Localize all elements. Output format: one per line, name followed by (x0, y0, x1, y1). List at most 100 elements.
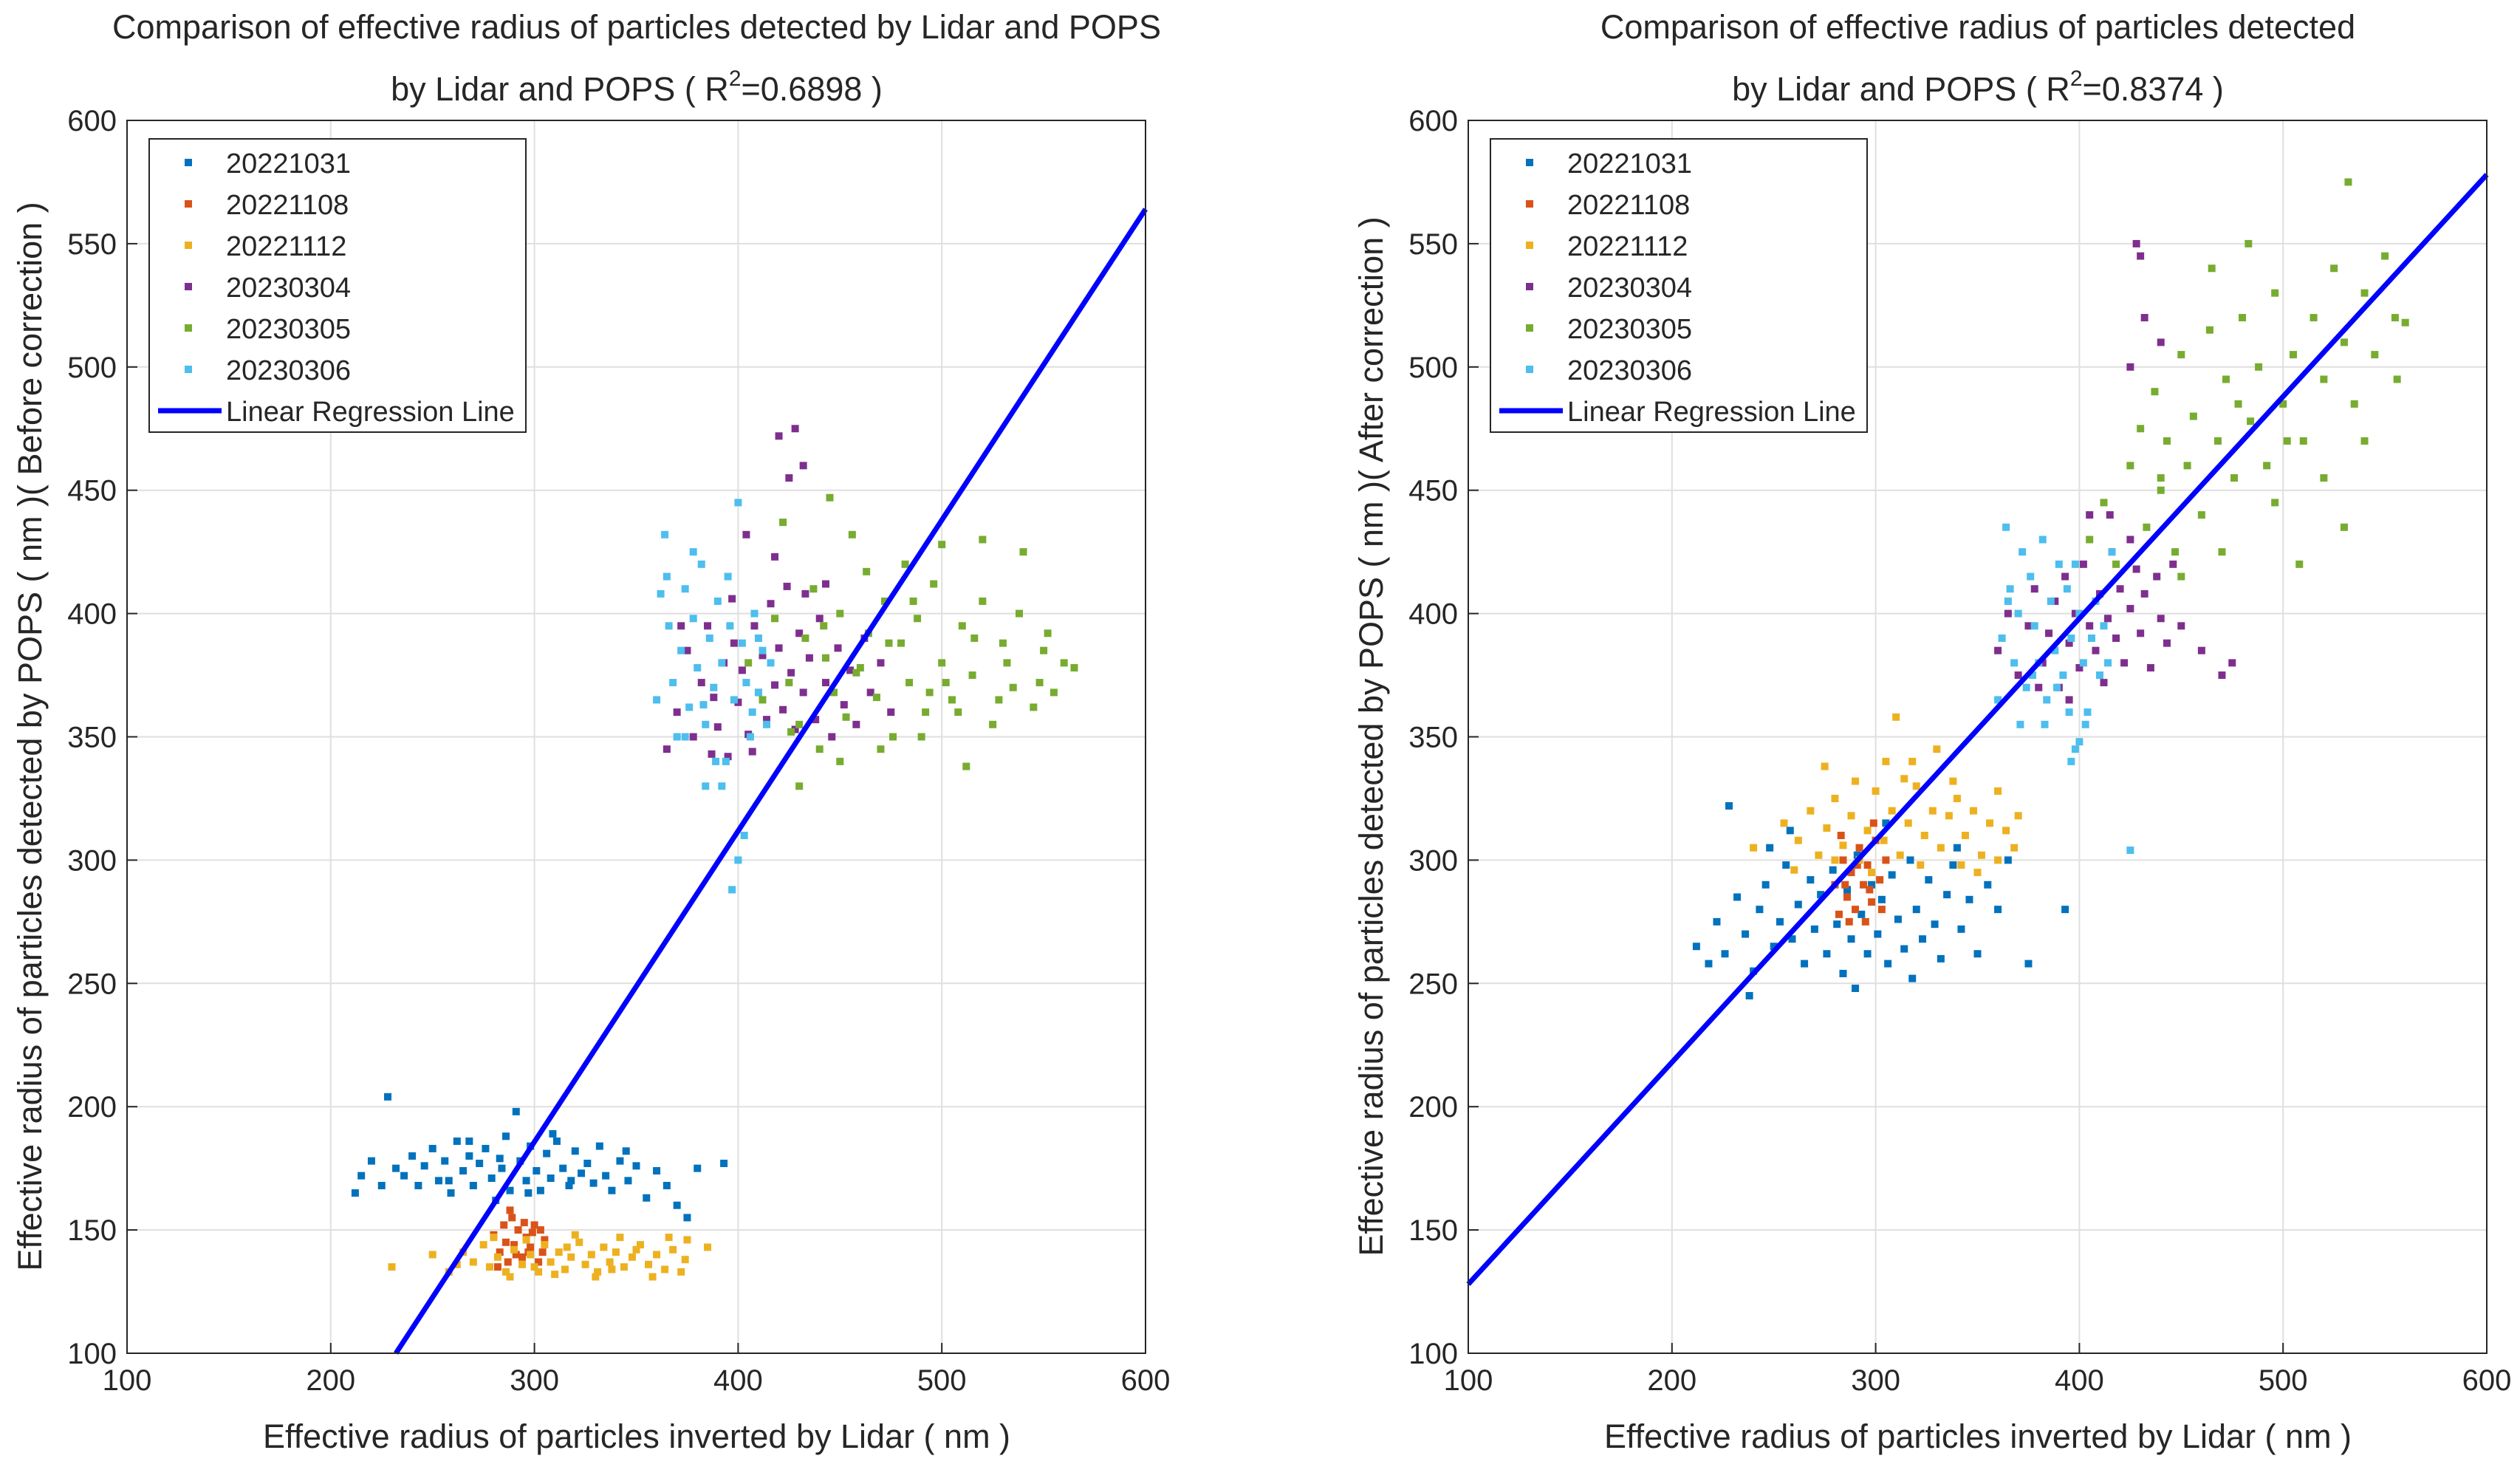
chart-right-point-20221112 (1917, 861, 1925, 869)
chart-left-point-20221112 (551, 1271, 559, 1279)
chart-left-point-20230305 (856, 664, 864, 672)
chart-left-point-20221112 (555, 1248, 563, 1256)
chart-left-point-20221112 (587, 1251, 595, 1259)
chart-right-regression (1466, 173, 2489, 1286)
chart-right-point-20230306 (2002, 523, 2010, 531)
chart-right-point-20221031 (1810, 925, 1818, 933)
chart-left-legend-entries: 20221031 20221108 20221112 20230304 20230305… (158, 148, 515, 428)
chart-right-point-20221108 (1861, 917, 1869, 926)
chart-left-point-20221112 (669, 1245, 677, 1254)
chart-right-point-20221108 (1852, 906, 1860, 914)
chart-left-point-20221031 (616, 1157, 624, 1165)
chart-left-legend-label: 20221031 (226, 148, 351, 179)
chart-left-point-20221031 (384, 1092, 392, 1101)
chart-left-point-20230304 (704, 622, 712, 630)
chart-right-point-20230304 (2079, 560, 2087, 568)
chart-left-point-20230305 (830, 688, 838, 697)
chart-left-point-20230305 (771, 615, 779, 623)
chart-right-point-20221031 (1847, 935, 1855, 943)
chart-left-point-20221112 (530, 1263, 538, 1271)
chart-left-point-20230305 (979, 536, 987, 544)
chart-right-point-20221108 (1837, 832, 1845, 840)
chart-left-point-20230304 (730, 639, 738, 647)
chart-right-point-20230305 (2310, 314, 2318, 322)
chart-right-point-20230306 (2075, 609, 2084, 618)
chart-right-point-20221112 (1790, 866, 1798, 874)
chart-left-point-20230305 (925, 688, 934, 697)
chart-left-point-20230305 (848, 530, 856, 538)
chart-left-point-20230306 (705, 634, 713, 642)
chart-left-point-20230306 (767, 659, 775, 667)
chart-left-point-20221108 (496, 1248, 504, 1256)
chart-left-point-20221112 (581, 1260, 589, 1268)
chart-left-point-20230305 (962, 762, 970, 770)
chart-right-point-20230306 (2075, 738, 2084, 746)
chart-right-point-20230306 (2055, 560, 2063, 568)
chart-right-point-20230306 (2081, 720, 2089, 728)
chart-left-legend-label: 20221112 (226, 231, 346, 262)
chart-left-point-20221031 (622, 1147, 630, 1155)
chart-left-point-20221031 (643, 1194, 651, 1202)
chart-right-point-20221108 (1860, 880, 1868, 889)
chart-right-point-20230305 (2340, 338, 2348, 346)
chart-right-point-20230305 (2271, 289, 2279, 297)
chart-right-point-20230305 (2177, 572, 2185, 581)
chart-right-ytick-label: 350 (1408, 722, 1458, 754)
chart-right-point-20221031 (1874, 930, 1882, 938)
chart-left-point-20221108 (501, 1238, 510, 1246)
chart-left-point-20230306 (738, 639, 746, 647)
chart-right-point-20230304 (2116, 585, 2124, 593)
chart-right-point-20230306 (2053, 683, 2061, 691)
chart-left-point-20230306 (665, 622, 673, 630)
chart-left-point-20221112 (561, 1265, 569, 1273)
chart-left-point-20230304 (877, 659, 885, 667)
chart-left-point-20221112 (632, 1245, 640, 1254)
chart-left-point-20230306 (669, 679, 677, 687)
chart-right-point-20221031 (1770, 943, 1778, 951)
chart-left-point-20230305 (885, 639, 893, 647)
chart-right-legend-label: 20230306 (1567, 355, 1692, 386)
chart-right-point-20221112 (1807, 807, 1815, 815)
chart-left-point-20230305 (938, 541, 946, 549)
chart-right-point-20221031 (1973, 950, 1982, 958)
chart-left-point-20230305 (968, 671, 976, 680)
chart-right-point-20230304 (2228, 659, 2236, 667)
chart-left-point-20221031 (414, 1182, 422, 1190)
chart-right-point-20230306 (2079, 659, 2087, 667)
chart-right-point-20230306 (2019, 548, 2027, 556)
chart-right-point-20230305 (2234, 400, 2242, 408)
chart-left-point-20230305 (779, 519, 787, 527)
chart-right-point-20221031 (1823, 950, 1831, 958)
chart-left-point-20221031 (441, 1157, 449, 1165)
chart-right-point-20230304 (2126, 604, 2134, 612)
chart-right-ytick-label: 400 (1408, 598, 1458, 631)
chart-left-point-20221031 (720, 1159, 728, 1167)
chart-left-point-20230304 (812, 716, 820, 724)
chart-left-point-20230306 (730, 696, 738, 704)
chart-right-point-20221108 (1877, 906, 1886, 914)
chart-right-point-20230304 (2051, 597, 2059, 605)
chart-right-legend-marker (1526, 324, 1533, 332)
chart-left-point-20221031 (357, 1172, 366, 1180)
chart-right-legend-label: 20230305 (1567, 314, 1692, 345)
chart-right-point-20230305 (2279, 400, 2287, 408)
chart-right-point-20221031 (1766, 844, 1774, 852)
chart-left-point-20221112 (608, 1265, 616, 1273)
chart-right-point-20230304 (2177, 622, 2185, 630)
chart-left-point-20221031 (498, 1164, 506, 1172)
chart-right-point-20230305 (2183, 462, 2191, 470)
chart-right-point-20221112 (1957, 861, 1965, 869)
chart-right-point-20230304 (2140, 589, 2148, 598)
chart-left-point-20230306 (710, 683, 718, 691)
chart-left-point-20221031 (512, 1107, 520, 1115)
chart-left-point-20221108 (528, 1228, 536, 1237)
chart-left-point-20230304 (887, 708, 895, 717)
chart-left-point-20230305 (958, 622, 966, 630)
chart-left-point-20221031 (632, 1162, 640, 1170)
chart-right-point-20230306 (2014, 609, 2022, 618)
chart-left-point-20221112 (490, 1234, 498, 1242)
chart-right-point-20230304 (2086, 511, 2094, 519)
chart-right-point-20230304 (2153, 572, 2161, 581)
chart-left-point-20230306 (697, 560, 705, 568)
chart-right-legend-label: 20221112 (1567, 231, 1688, 262)
